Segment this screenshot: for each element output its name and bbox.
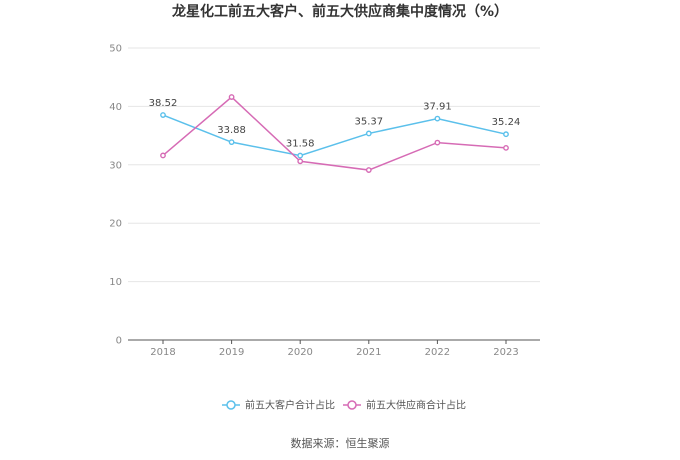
data-label: 33.88	[217, 125, 246, 136]
y-tick-label: 30	[109, 160, 122, 171]
data-label: 38.52	[149, 98, 178, 109]
legend: 前五大客户合计占比 前五大供应商合计占比	[222, 399, 466, 412]
series-line	[162, 96, 507, 171]
x-tick-label: 2022	[425, 347, 450, 358]
legend-label: 前五大供应商合计占比	[366, 399, 466, 412]
data-label: 35.24	[492, 117, 521, 128]
chart-title: 龙星化工前五大客户、前五大供应商集中度情况（%）	[171, 3, 508, 20]
legend-marker	[347, 400, 357, 410]
data-label: 31.58	[286, 139, 315, 150]
y-axis: 0 10 20 30 40 50	[109, 44, 122, 347]
data-point	[503, 131, 509, 138]
legend-label: 前五大客户合计占比	[245, 399, 335, 412]
data-point	[365, 130, 372, 137]
x-axis: 2018 2019 2020 2021 2022 2023	[128, 339, 540, 358]
series-layer: 38.52 33.88 31.58 35.37 37.91 35.24	[149, 94, 521, 173]
grid	[128, 47, 540, 283]
y-tick-label: 50	[109, 44, 122, 55]
data-point	[503, 144, 509, 151]
y-tick-label: 0	[116, 336, 122, 347]
series-line	[162, 114, 507, 157]
data-point	[434, 139, 441, 146]
x-tick-label: 2023	[493, 347, 518, 358]
series-1: 38.52 33.88 31.58 35.37 37.91 35.24	[149, 98, 521, 159]
legend-item[interactable]: 前五大供应商合计占比	[343, 399, 466, 412]
data-point	[365, 167, 372, 173]
x-tick-label: 2019	[219, 347, 244, 358]
data-point	[160, 152, 166, 159]
data-point	[228, 139, 235, 146]
legend-marker	[226, 400, 236, 410]
x-tick-label: 2018	[150, 347, 175, 358]
x-tick-label: 2021	[356, 347, 381, 358]
series-2	[160, 94, 509, 173]
y-tick-label: 40	[109, 102, 122, 113]
x-tick-label: 2020	[287, 347, 312, 358]
data-point	[434, 115, 441, 122]
legend-item[interactable]: 前五大客户合计占比	[222, 399, 335, 412]
data-source: 数据来源：恒生聚源	[291, 436, 390, 450]
data-point	[160, 112, 166, 118]
data-point	[228, 94, 235, 100]
data-point	[297, 158, 304, 165]
data-point	[297, 152, 304, 159]
y-tick-label: 20	[109, 219, 122, 230]
y-tick-label: 10	[109, 277, 122, 288]
data-label: 35.37	[354, 116, 383, 127]
data-label: 37.91	[423, 102, 452, 113]
